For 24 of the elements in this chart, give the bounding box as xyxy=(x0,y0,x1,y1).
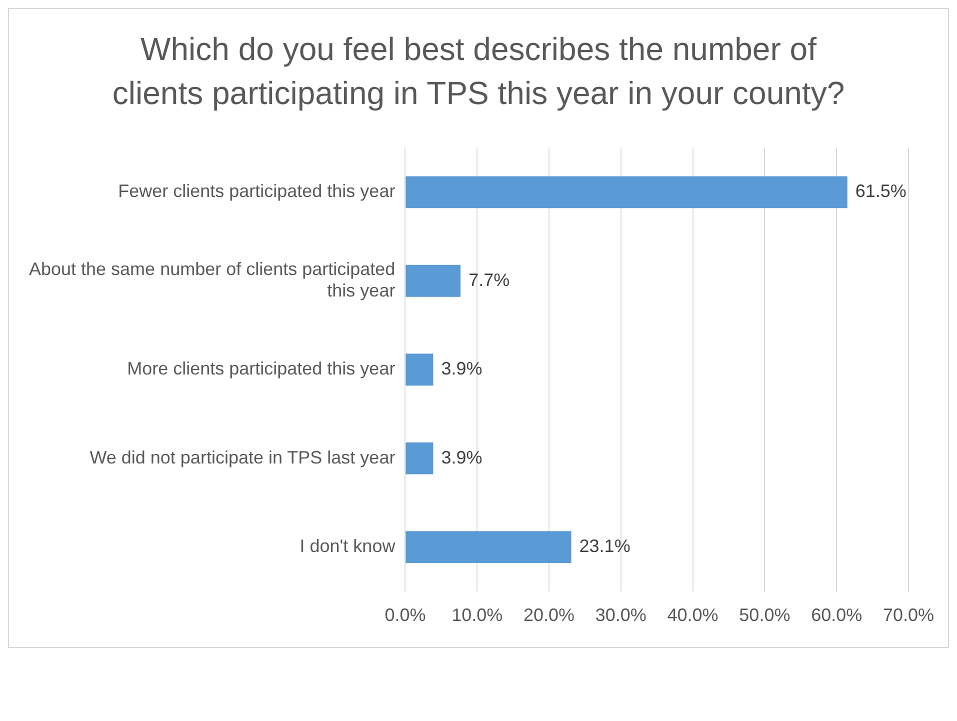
x-tick-label: 60.0% xyxy=(811,605,862,626)
y-tick-label: We did not participate in TPS last year xyxy=(90,447,396,468)
bar xyxy=(406,442,434,474)
x-tick-label: 20.0% xyxy=(523,605,575,626)
x-tick-label: 30.0% xyxy=(595,605,646,626)
data-label: 3.9% xyxy=(441,358,482,379)
y-tick-label: About the same number of clients participated this year xyxy=(28,259,396,301)
x-tick-label: 10.0% xyxy=(452,605,503,626)
bar xyxy=(406,176,848,208)
bar xyxy=(406,354,434,386)
x-tick-label: 70.0% xyxy=(882,605,934,626)
y-tick-label: I don't know xyxy=(300,536,396,556)
bar xyxy=(406,264,461,297)
x-tick-label: 0.0% xyxy=(384,605,426,626)
x-tick-label: 40.0% xyxy=(667,605,718,626)
data-label: 7.7% xyxy=(468,270,510,290)
data-label: 3.9% xyxy=(441,447,482,468)
y-tick-label: Fewer clients participated this year xyxy=(118,181,396,202)
x-tick-label: 50.0% xyxy=(739,605,790,626)
data-label: 61.5% xyxy=(855,181,906,202)
data-label: 23.1% xyxy=(579,536,630,556)
bar xyxy=(406,531,572,564)
y-tick-label: More clients participated this year xyxy=(127,358,396,379)
chart-title: Which do you feel best describes the number of clients participating in TPS this year in your county? xyxy=(111,30,846,113)
